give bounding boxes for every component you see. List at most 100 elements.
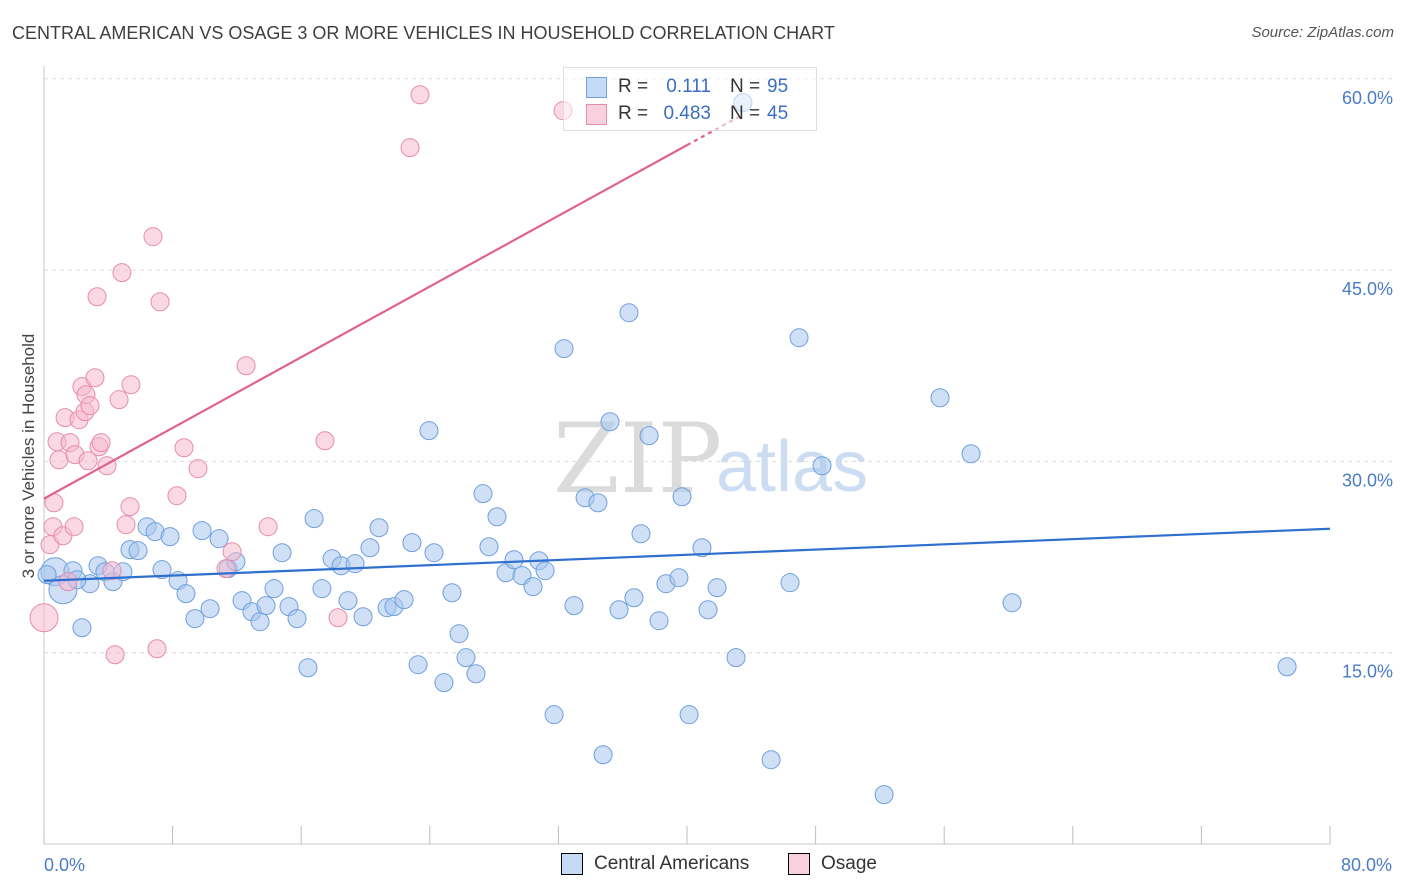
point-central-americans bbox=[442, 583, 462, 603]
point-central-americans bbox=[419, 421, 439, 441]
point-osage bbox=[222, 542, 242, 562]
point-central-americans bbox=[473, 484, 493, 504]
point-osage bbox=[174, 438, 194, 458]
point-central-americans bbox=[961, 444, 981, 464]
y-tick-label: 15.0% bbox=[1342, 662, 1393, 682]
y-tick-label: 45.0% bbox=[1342, 279, 1393, 299]
point-central-americans bbox=[609, 600, 629, 620]
point-central-americans bbox=[631, 524, 651, 544]
point-central-americans bbox=[479, 537, 499, 557]
point-central-americans bbox=[1002, 593, 1022, 613]
chart-title: CENTRAL AMERICAN VS OSAGE 3 OR MORE VEHI… bbox=[12, 23, 835, 43]
point-central-americans bbox=[535, 561, 555, 581]
point-osage bbox=[109, 390, 129, 410]
point-central-americans bbox=[588, 493, 608, 513]
point-central-americans bbox=[707, 578, 727, 598]
point-central-americans bbox=[345, 554, 365, 574]
point-osage bbox=[236, 356, 256, 376]
point-central-americans bbox=[128, 541, 148, 561]
legend-swatch-osage bbox=[788, 853, 810, 875]
point-central-americans bbox=[394, 590, 414, 610]
point-central-americans bbox=[353, 607, 373, 627]
point-osage bbox=[150, 292, 170, 312]
trend-line-osage bbox=[43, 144, 688, 500]
point-central-americans bbox=[554, 339, 574, 359]
point-osage bbox=[58, 572, 78, 592]
watermark-atlas: atlas bbox=[716, 427, 868, 507]
point-osage bbox=[78, 451, 98, 471]
point-osage bbox=[143, 227, 163, 247]
point-central-americans bbox=[523, 577, 543, 597]
point-osage bbox=[29, 603, 59, 633]
point-central-americans bbox=[672, 487, 692, 507]
stats-row-osage: R = 0.483 N = 45 bbox=[564, 101, 816, 127]
point-central-americans bbox=[304, 509, 324, 529]
point-central-americans bbox=[434, 673, 454, 693]
point-central-americans bbox=[152, 560, 172, 580]
point-central-americans bbox=[402, 533, 422, 553]
trend-line-central-americans bbox=[43, 527, 1331, 582]
point-central-americans bbox=[360, 538, 380, 558]
point-osage bbox=[91, 433, 111, 453]
point-central-americans bbox=[624, 588, 644, 608]
point-central-americans bbox=[160, 527, 180, 547]
point-central-americans bbox=[619, 303, 639, 323]
point-osage bbox=[315, 431, 335, 451]
point-central-americans bbox=[504, 550, 524, 570]
point-central-americans bbox=[564, 596, 584, 616]
point-central-americans bbox=[593, 745, 613, 765]
point-central-americans bbox=[250, 612, 270, 632]
point-central-americans bbox=[544, 705, 564, 725]
point-central-americans bbox=[287, 609, 307, 629]
point-central-americans bbox=[466, 664, 486, 684]
n-value: 95 bbox=[767, 76, 789, 97]
y-tick-label: 60.0% bbox=[1342, 88, 1393, 108]
point-osage bbox=[328, 608, 348, 628]
point-osage bbox=[64, 517, 84, 537]
stats-swatch-osage bbox=[586, 104, 607, 125]
point-central-americans bbox=[780, 573, 800, 593]
stats-box: R = 0.111 N = 95 R = 0.483 N = 45 bbox=[563, 67, 817, 131]
point-central-americans bbox=[264, 579, 284, 599]
point-central-americans bbox=[72, 618, 92, 638]
point-central-americans bbox=[726, 648, 746, 668]
point-osage bbox=[167, 486, 187, 506]
point-osage bbox=[121, 375, 141, 395]
point-osage bbox=[410, 85, 430, 105]
point-osage bbox=[85, 368, 105, 388]
point-central-americans bbox=[192, 521, 212, 541]
point-central-americans bbox=[649, 611, 669, 631]
r-value: 0.483 bbox=[663, 103, 711, 124]
point-osage bbox=[105, 645, 125, 665]
point-central-americans bbox=[200, 599, 220, 619]
point-osage bbox=[188, 459, 208, 479]
r-value: 0.111 bbox=[666, 76, 711, 97]
point-osage bbox=[258, 517, 278, 537]
point-central-americans bbox=[185, 609, 205, 629]
point-central-americans bbox=[930, 388, 950, 408]
point-osage bbox=[102, 561, 122, 581]
x-tick-label: 0.0% bbox=[44, 855, 85, 875]
point-central-americans bbox=[37, 565, 57, 585]
y-tick-label: 30.0% bbox=[1342, 470, 1393, 490]
n-label: N = bbox=[730, 76, 761, 97]
point-central-americans bbox=[298, 658, 318, 678]
point-osage bbox=[112, 263, 132, 283]
point-central-americans bbox=[639, 426, 659, 446]
point-central-americans bbox=[369, 518, 389, 538]
point-central-americans bbox=[176, 584, 196, 604]
point-osage bbox=[116, 515, 136, 535]
x-tick-label: 80.0% bbox=[1341, 855, 1392, 875]
point-central-americans bbox=[761, 750, 781, 770]
stats-row-central-americans: R = 0.111 N = 95 bbox=[564, 74, 816, 100]
point-osage bbox=[80, 396, 100, 416]
r-label: R = bbox=[618, 103, 649, 124]
point-central-americans bbox=[1277, 657, 1297, 677]
n-label: N = bbox=[730, 103, 761, 124]
point-central-americans bbox=[256, 596, 276, 616]
point-osage bbox=[120, 497, 140, 517]
point-osage bbox=[216, 559, 236, 579]
legend-swatch-central-americans bbox=[561, 853, 583, 875]
point-central-americans bbox=[874, 785, 894, 805]
point-central-americans bbox=[424, 543, 444, 563]
